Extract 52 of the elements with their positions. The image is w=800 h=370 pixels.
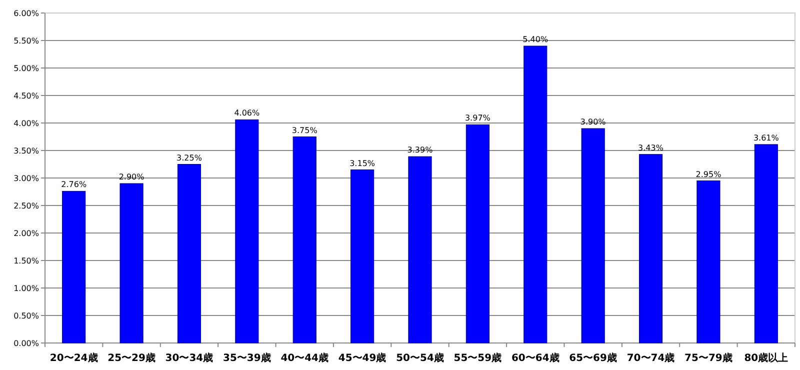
y-tick-label: 0.00% [14, 339, 40, 348]
y-tick-label: 2.50% [14, 202, 40, 210]
bar [754, 144, 778, 344]
y-tick-label: 3.50% [14, 146, 40, 156]
bar [62, 190, 86, 344]
x-tick-label: 30〜34歳 [165, 352, 214, 364]
bar [350, 170, 374, 344]
bar [177, 164, 202, 344]
bar [235, 119, 259, 344]
bar [466, 124, 490, 344]
data-label: 4.06% [234, 108, 260, 118]
bar [120, 183, 144, 344]
y-tick-label: 4.50% [14, 92, 40, 100]
y-tick-label: 6.00% [14, 9, 40, 18]
y-tick-label: 3.00% [14, 174, 40, 183]
bar [292, 136, 316, 344]
y-tick-label: 1.00% [14, 284, 40, 293]
bar [524, 46, 548, 344]
data-label: 2.90% [118, 172, 145, 182]
data-label: 2.95% [696, 170, 722, 179]
bar [638, 154, 663, 344]
x-tick-label: 20〜24歳 [50, 352, 98, 364]
y-tick-label: 5.00% [14, 64, 40, 73]
x-tick-label: 70〜74歳 [626, 352, 675, 364]
y-tick-label: 1.50% [14, 256, 40, 266]
data-label: 3.90% [580, 118, 606, 126]
x-tick-label: 75〜79歳 [684, 352, 732, 364]
data-label: 3.15% [350, 158, 376, 168]
data-label: 3.61% [753, 133, 780, 142]
y-tick-label: 5.50% [14, 36, 40, 46]
data-label: 3.75% [292, 126, 318, 135]
x-tick-label: 65〜69歳 [569, 352, 617, 364]
x-tick-label: 60〜64歳 [511, 352, 560, 364]
bar [696, 180, 720, 344]
x-tick-label: 55〜59歳 [454, 352, 502, 364]
x-tick-label: 35〜39歳 [223, 352, 271, 364]
data-label: 3.97% [464, 114, 491, 123]
data-label: 3.25% [176, 153, 202, 162]
data-label: 3.39% [407, 146, 434, 155]
x-tick-label: 80歳以上 [744, 352, 788, 364]
x-tick-label: 45〜49歳 [338, 352, 386, 364]
data-label: 2.76% [61, 180, 87, 190]
y-tick-label: 4.00% [14, 119, 40, 128]
bar [408, 156, 432, 344]
x-tick-label: 25〜29歳 [108, 352, 156, 364]
x-tick-label: 50〜54歳 [396, 352, 444, 364]
bar [581, 128, 605, 344]
data-label: 3.43% [638, 143, 664, 152]
y-tick-label: 2.00% [14, 229, 40, 238]
x-tick-label: 40〜44歳 [280, 352, 329, 364]
data-label: 5.40% [522, 35, 548, 44]
y-tick-label: 0.50% [14, 312, 40, 320]
